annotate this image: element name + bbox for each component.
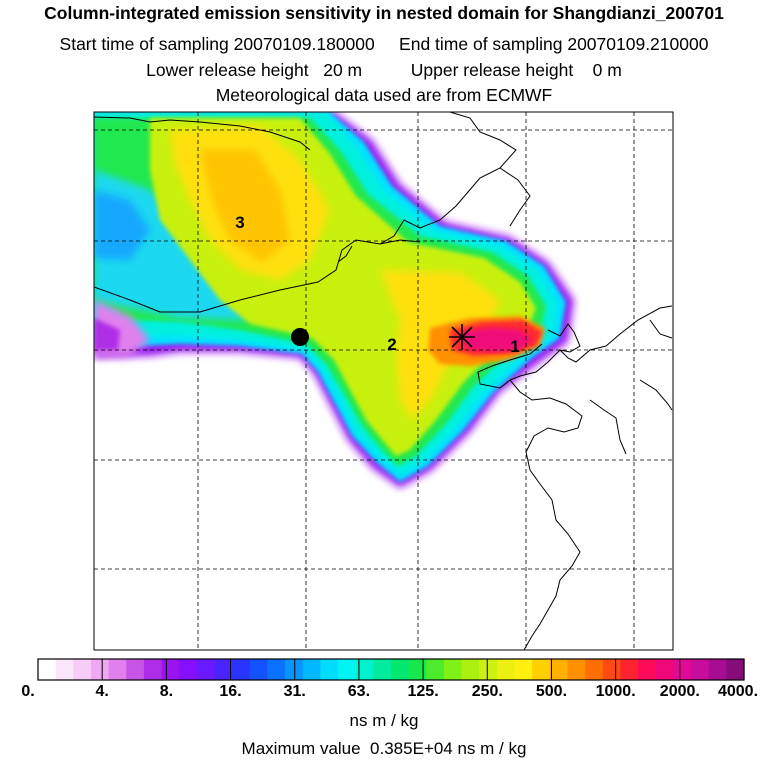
met-data-line: Meteorological data used are from ECMWF xyxy=(215,85,553,105)
colorbar-swatch xyxy=(479,659,498,680)
colorbar-swatch xyxy=(602,659,622,680)
colorbar-swatch xyxy=(443,659,463,680)
colorbar-swatch xyxy=(338,659,357,680)
colorbar-tick-label: 63. xyxy=(347,683,371,700)
colorbar-tick-label: 250. xyxy=(471,683,503,700)
colorbar-swatch xyxy=(408,659,427,680)
colorbar-swatch xyxy=(655,659,674,680)
colorbar-swatch xyxy=(55,659,74,680)
map-frame xyxy=(93,111,674,651)
colorbar-swatch xyxy=(355,659,374,680)
colorbar-swatch xyxy=(249,659,269,680)
colorbar-tick-label: 8. xyxy=(159,683,174,700)
colorbar-swatch xyxy=(567,659,586,680)
colorbar-swatch xyxy=(320,659,339,680)
receptor-star xyxy=(449,324,475,350)
colorbar-swatch xyxy=(391,659,410,680)
colorbar-swatch xyxy=(179,659,198,680)
colorbar-swatch xyxy=(302,659,321,680)
colorbar-swatch xyxy=(708,659,727,680)
colorbar-swatch xyxy=(426,659,445,680)
colorbar-tick-label: 500. xyxy=(535,683,568,700)
colorbar-units: ns m / kg xyxy=(349,711,419,730)
colorbar-swatch xyxy=(73,659,92,680)
colorbar-swatch xyxy=(214,659,233,680)
colorbar-swatch xyxy=(38,659,57,680)
colorbar-swatch xyxy=(620,659,639,680)
colorbar-swatch xyxy=(108,659,127,680)
colorbar-swatch xyxy=(161,659,180,680)
coastlines xyxy=(94,112,673,650)
colorbar-swatch xyxy=(373,659,392,680)
colorbar-swatch xyxy=(638,659,657,680)
grid-lines xyxy=(94,112,673,650)
colorbar-swatch xyxy=(196,659,216,680)
colorbar-swatch xyxy=(461,659,480,680)
sampling-time-line: Start time of sampling 20070109.180000 E… xyxy=(59,34,709,54)
colorbar-swatch xyxy=(143,659,163,680)
colorbar-tick-label: 125. xyxy=(407,683,439,700)
colorbar-swatch xyxy=(585,659,604,680)
region-label-3: 3 xyxy=(235,213,244,232)
region-label-1: 1 xyxy=(510,337,519,356)
colorbar-swatch xyxy=(496,659,516,680)
colorbar-tick-label: 31. xyxy=(283,683,306,700)
colorbar-swatch xyxy=(285,659,304,680)
colorbar-swatch xyxy=(514,659,533,680)
release-height-line: Lower release height 20 m Upper release … xyxy=(146,60,622,80)
colorbar xyxy=(37,658,745,681)
colorbar-swatch xyxy=(126,659,145,680)
colorbar-tick-label: 16. xyxy=(219,683,242,700)
colorbar-tick-label: 4000. xyxy=(717,683,759,700)
plot-title: Column-integrated emission sensitivity i… xyxy=(44,3,724,23)
colorbar-swatch xyxy=(691,659,710,680)
colorbar-tick-label: 1000. xyxy=(595,683,636,700)
source-dot xyxy=(291,328,309,346)
colorbar-swatch xyxy=(726,659,745,680)
colorbar-swatch xyxy=(232,659,251,680)
region-label-2: 2 xyxy=(387,335,396,354)
colorbar-frame xyxy=(37,658,745,681)
colorbar-tick-label: 0. xyxy=(21,683,35,700)
plume-field xyxy=(94,112,574,488)
colorbar-tick-label: 2000. xyxy=(659,683,700,700)
colorbar-tick-label: 4. xyxy=(95,683,109,700)
colorbar-swatch xyxy=(532,659,551,680)
colorbar-swatch xyxy=(90,659,110,680)
colorbar-swatch xyxy=(673,659,692,680)
maximum-value-line: Maximum value 0.385E+04 ns m / kg xyxy=(241,739,527,758)
colorbar-swatch xyxy=(549,659,569,680)
colorbar-swatch xyxy=(267,659,286,680)
